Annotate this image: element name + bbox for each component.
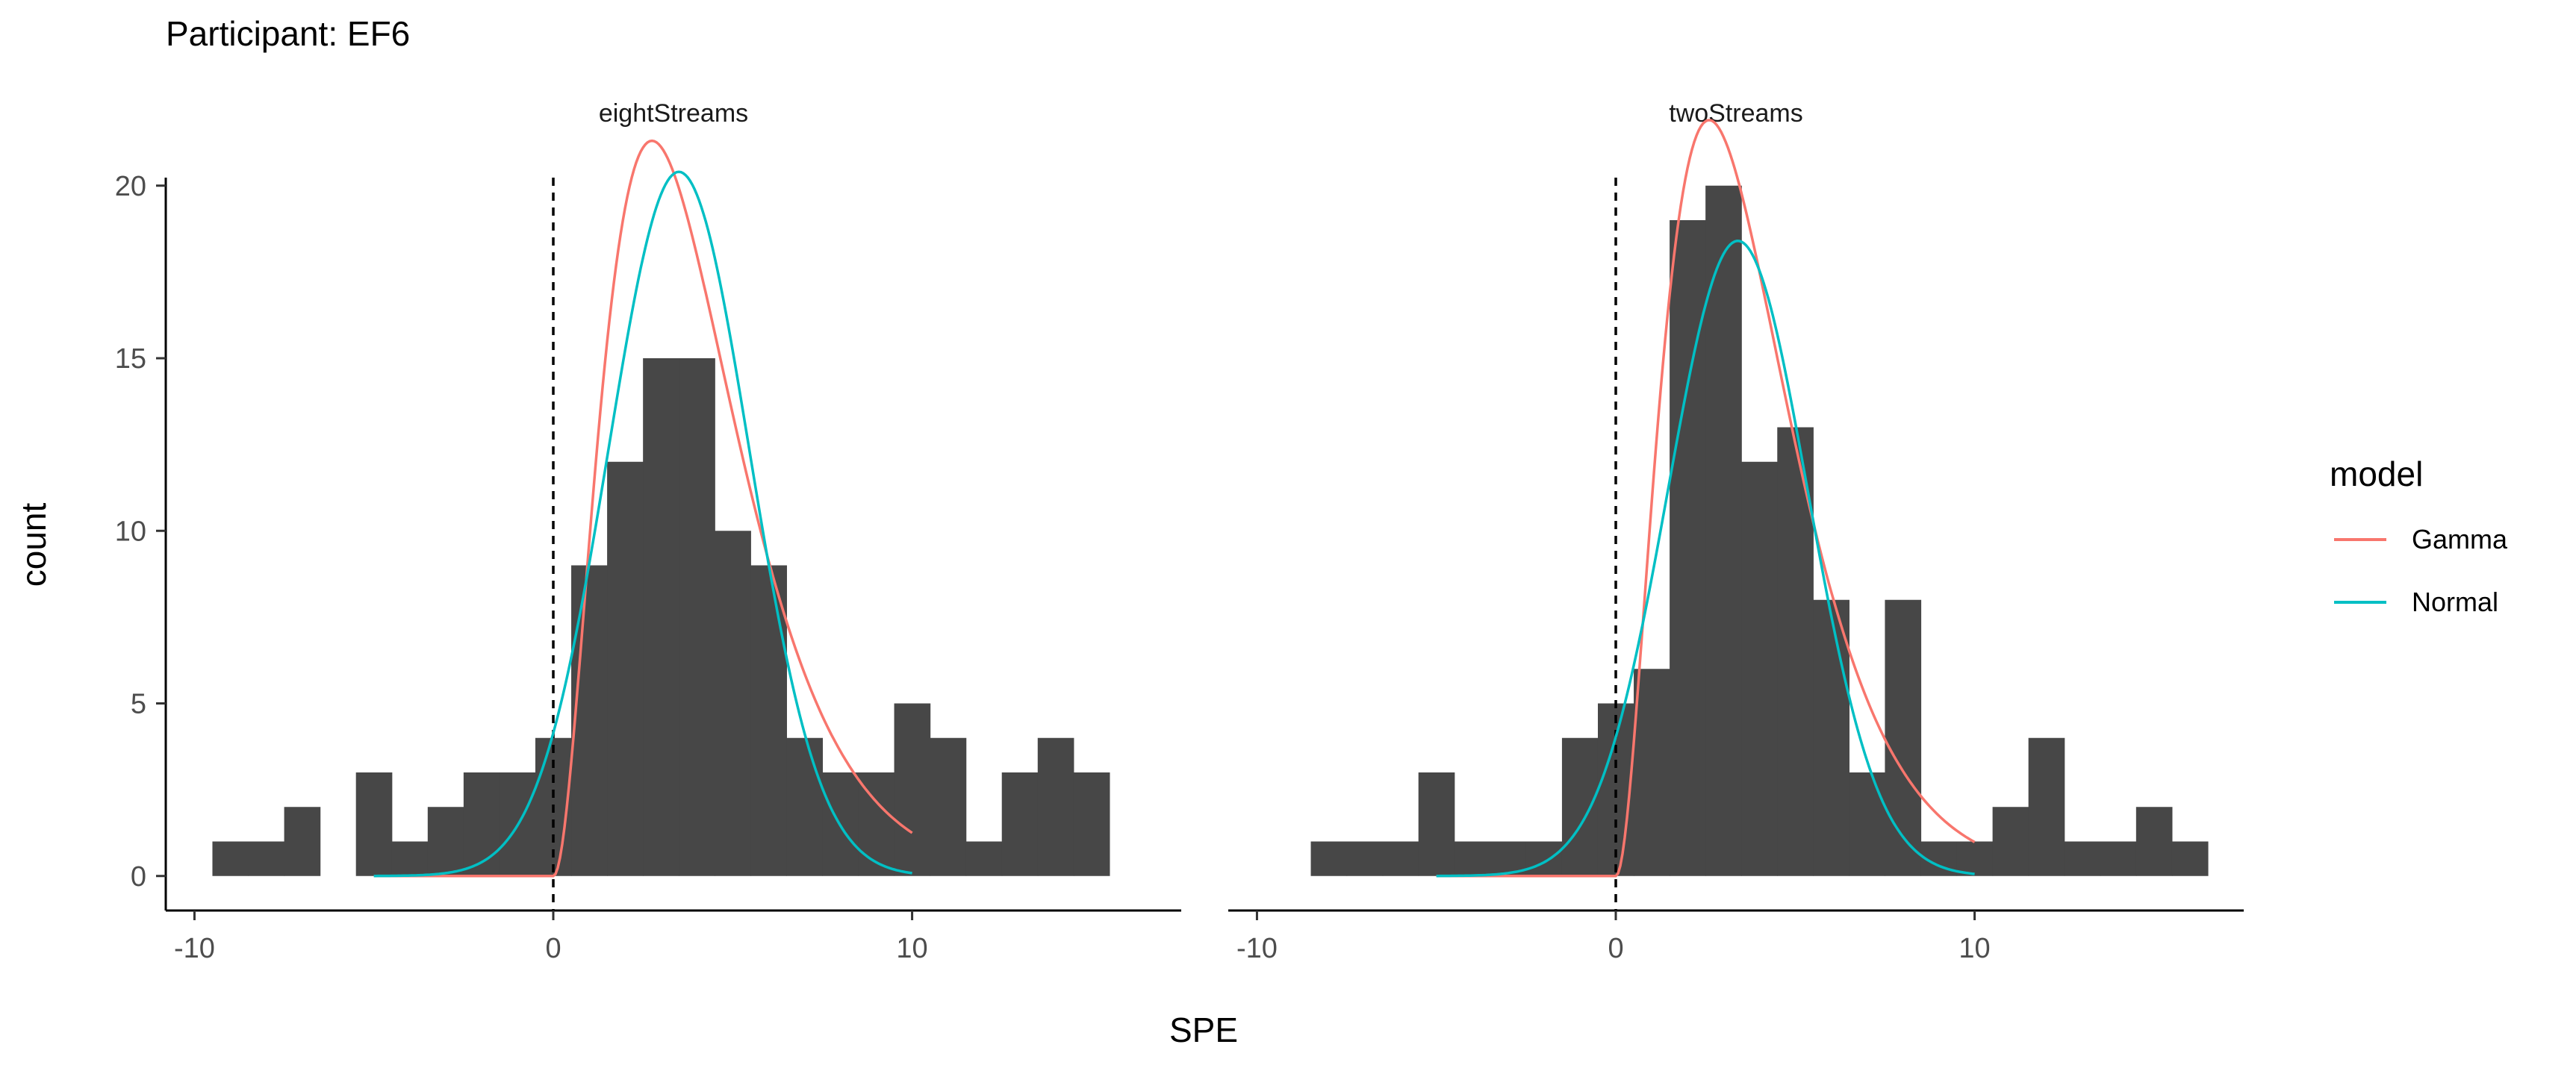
legend-title: model bbox=[2330, 455, 2423, 493]
legend-label-normal: Normal bbox=[2412, 587, 2498, 617]
histogram-bar bbox=[1037, 737, 1074, 876]
curve-gamma bbox=[373, 139, 913, 878]
histogram-bar bbox=[2100, 841, 2137, 876]
facet-panel-eightStreams: eightStreams -10 0 10 bbox=[166, 99, 1181, 964]
histogram-bar bbox=[894, 703, 931, 876]
histogram-bar bbox=[1885, 599, 1922, 876]
histogram-bar bbox=[248, 841, 285, 876]
x-tick-label: 10 bbox=[1959, 933, 1990, 964]
x-tick-label: 10 bbox=[896, 933, 927, 964]
histogram-bar bbox=[463, 772, 500, 876]
x-tick-label: 0 bbox=[1608, 933, 1623, 964]
histogram-bar bbox=[2135, 807, 2173, 876]
x-tick-label: -10 bbox=[1236, 933, 1278, 964]
y-tick-label: 15 bbox=[115, 343, 146, 375]
histogram-bar bbox=[1418, 772, 1455, 876]
histogram-bar bbox=[1073, 772, 1110, 876]
histogram-bar bbox=[1992, 807, 2029, 876]
y-tick-label: 0 bbox=[131, 861, 146, 893]
histogram-bar bbox=[1634, 669, 1670, 876]
histogram-bar bbox=[1382, 841, 1419, 876]
y-tick-label: 20 bbox=[115, 171, 146, 202]
histogram-bar bbox=[284, 807, 321, 876]
chart-title: Participant: EF6 bbox=[166, 14, 410, 53]
histogram-bar bbox=[391, 841, 429, 876]
facet-label: eightStreams bbox=[599, 99, 748, 128]
histogram-bar bbox=[1956, 841, 1994, 876]
histogram-bar bbox=[1561, 737, 1599, 876]
histogram-bar bbox=[965, 841, 1003, 876]
histogram-bar bbox=[1454, 841, 1491, 876]
histogram-bar bbox=[1525, 841, 1563, 876]
histogram-bar bbox=[427, 807, 464, 876]
histogram-bar bbox=[750, 565, 787, 876]
histogram-bar bbox=[1310, 841, 1348, 876]
histogram-bar bbox=[1849, 772, 1886, 876]
curve-normal bbox=[373, 170, 912, 878]
histogram-bar bbox=[715, 531, 751, 876]
x-axis-title: SPE bbox=[1169, 1011, 1238, 1049]
histogram-bar bbox=[2028, 737, 2065, 876]
histogram-bar bbox=[786, 737, 824, 876]
histogram-bar bbox=[643, 358, 679, 876]
histogram-bar bbox=[858, 772, 895, 876]
histogram-bar bbox=[1346, 841, 1384, 876]
histogram-bar bbox=[212, 841, 249, 876]
histogram-bar bbox=[355, 772, 393, 876]
x-tick-label: -10 bbox=[174, 933, 215, 964]
y-tick-label: 5 bbox=[131, 689, 146, 720]
histogram-bar bbox=[1670, 220, 1706, 876]
histogram-bar bbox=[1705, 185, 1742, 876]
facet-panels: eightStreams -10 0 10 twoStreams -10 0 10 bbox=[166, 99, 2244, 964]
histogram-bar bbox=[930, 737, 967, 876]
histogram-bar bbox=[1741, 461, 1778, 876]
histogram-bar bbox=[2064, 841, 2101, 876]
histogram-bar bbox=[1813, 599, 1849, 876]
legend: model Gamma Normal bbox=[2330, 455, 2508, 617]
histogram-bar bbox=[571, 565, 608, 876]
legend-label-gamma: Gamma bbox=[2412, 524, 2508, 555]
x-tick-label: 0 bbox=[545, 933, 561, 964]
histogram-bar bbox=[607, 461, 644, 876]
facet-label: twoStreams bbox=[1669, 99, 1803, 128]
histogram-bar bbox=[2171, 841, 2209, 876]
facet-panel-twoStreams: twoStreams -10 0 10 bbox=[1228, 99, 2244, 964]
y-axis-title: count bbox=[14, 503, 53, 587]
curve-normal bbox=[1436, 240, 1975, 878]
y-tick-label: 10 bbox=[115, 516, 146, 547]
curve-gamma bbox=[1436, 119, 1976, 878]
histogram-bar bbox=[1001, 772, 1039, 876]
y-axis: 0 5 10 15 20 bbox=[115, 171, 167, 911]
histogram-bar bbox=[679, 358, 715, 876]
